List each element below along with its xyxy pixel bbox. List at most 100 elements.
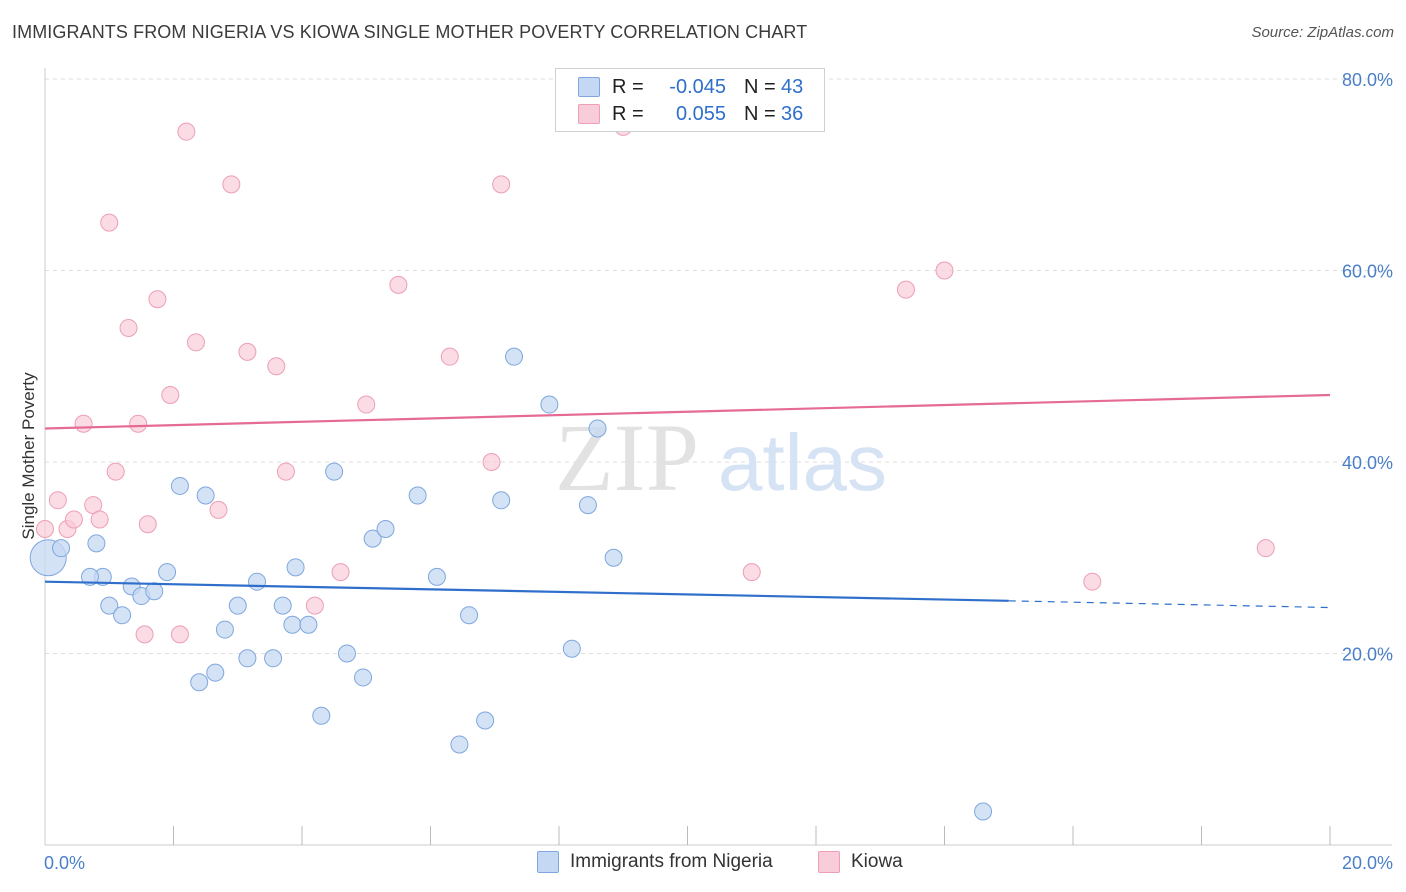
legend-n-value: 43 — [781, 75, 804, 98]
axes — [44, 68, 1392, 846]
nigeria-point — [228, 596, 247, 615]
nigeria-point — [312, 706, 331, 725]
nigeria-point — [87, 534, 106, 553]
legend-r-value: 0.055 — [675, 102, 726, 125]
legend-swatch-nigeria — [537, 851, 559, 873]
legend-n-label: N = — [744, 75, 776, 98]
legend-r-label: R = — [612, 102, 644, 125]
nigeria-point — [80, 567, 99, 586]
kiowa-point — [492, 175, 511, 194]
nigeria-point — [238, 649, 257, 668]
legend-item-nigeria[interactable]: Immigrants from Nigeria — [537, 851, 773, 873]
nigeria-point — [562, 639, 581, 658]
kiowa-point — [100, 213, 119, 232]
kiowa-point — [161, 385, 180, 404]
kiowa-point — [138, 515, 157, 534]
legend-swatch-kiowa — [818, 851, 840, 873]
nigeria-trend-extension — [1008, 600, 1331, 609]
legend-item-kiowa[interactable]: Kiowa — [818, 851, 903, 873]
kiowa-point — [1083, 572, 1102, 591]
kiowa-point — [106, 462, 125, 481]
kiowa-point — [209, 500, 228, 519]
legend-label-nigeria: Immigrants from Nigeria — [570, 851, 773, 872]
kiowa-point — [119, 318, 138, 337]
nigeria-point — [248, 572, 267, 591]
nigeria-point — [337, 644, 356, 663]
x-tick-label: 20.0% — [1342, 853, 1393, 873]
nigeria-trend-line — [44, 580, 1009, 602]
nigeria-point — [52, 539, 71, 558]
legend-r-label: R = — [612, 75, 644, 98]
legend-label-kiowa: Kiowa — [851, 851, 903, 872]
nigeria-point — [264, 649, 283, 668]
nigeria-point — [325, 462, 344, 481]
legend-n-value: 36 — [781, 102, 804, 125]
kiowa-point — [186, 333, 205, 352]
nigeria-point — [273, 596, 292, 615]
kiowa-point — [148, 290, 167, 309]
nigeria-point — [215, 620, 234, 639]
nigeria-point — [100, 596, 119, 615]
nigeria-point — [354, 668, 373, 687]
gridlines — [45, 78, 1392, 654]
nigeria-point — [145, 582, 164, 601]
nigeria-point — [113, 606, 132, 625]
nigeria-point — [196, 486, 215, 505]
nigeria-point — [363, 529, 382, 548]
kiowa-point — [170, 625, 189, 644]
nigeria-point — [170, 476, 189, 495]
nigeria-point — [158, 563, 177, 582]
kiowa-point — [135, 625, 154, 644]
nigeria-point — [450, 735, 469, 754]
nigeria-point — [578, 496, 597, 515]
kiowa-point — [64, 510, 83, 529]
series-legend: Immigrants from Nigeria Kiowa — [0, 851, 1406, 879]
legend-n-label: N = — [744, 102, 776, 125]
kiowa-point — [742, 563, 761, 582]
kiowa-point — [267, 357, 286, 376]
kiowa-point — [222, 175, 241, 194]
kiowa-point — [90, 510, 109, 529]
kiowa-point — [36, 520, 54, 539]
source-label: Source: ZipAtlas.com — [1251, 24, 1394, 41]
y-axis-label: Single Mother Poverty — [19, 372, 38, 540]
kiowa-point — [177, 122, 196, 141]
legend-swatch-nigeria — [578, 77, 600, 97]
legend-row-nigeria: R = -0.045 N = 43 — [578, 74, 803, 100]
kiowa-point — [48, 491, 67, 510]
nigeria-point — [604, 548, 623, 567]
kiowa-point — [129, 414, 148, 433]
legend-r-value: -0.045 — [669, 75, 726, 98]
nigeria-point — [505, 347, 524, 366]
kiowa-point — [896, 280, 915, 299]
nigeria-point — [283, 615, 302, 634]
kiowa-point — [482, 453, 501, 471]
y-tick-label: 40.0% — [1342, 453, 1393, 473]
watermark-zip: ZIP — [555, 404, 699, 511]
kiowa-point — [74, 414, 93, 433]
kiowa-point — [305, 596, 324, 615]
kiowa-trend-line — [44, 393, 1331, 430]
watermark-atlas: atlas — [718, 418, 887, 507]
legend-swatch-kiowa — [578, 104, 600, 124]
kiowa-point — [1256, 539, 1275, 558]
kiowa-point — [331, 563, 350, 582]
x-tick-label: 0.0% — [44, 853, 85, 873]
series-kiowa — [36, 117, 1275, 644]
nigeria-point — [376, 520, 395, 539]
kiowa-point — [935, 261, 954, 280]
kiowa-point — [389, 275, 408, 294]
nigeria-point — [286, 558, 305, 577]
nigeria-point — [408, 486, 427, 505]
nigeria-point — [427, 567, 446, 586]
y-tick-label: 80.0% — [1342, 70, 1393, 90]
legend-row-kiowa: R = 0.055 N = 36 — [578, 101, 803, 127]
nigeria-point — [974, 802, 993, 821]
nigeria-point — [492, 491, 511, 510]
tick-labels: 20.0% 40.0% 60.0% 80.0% 0.0% 20.0% — [44, 70, 1393, 873]
y-tick-label: 20.0% — [1342, 645, 1393, 665]
kiowa-point — [238, 342, 257, 361]
nigeria-point — [299, 615, 318, 634]
correlation-legend: R = -0.045 N = 43 R = 0.055 N = 36 — [555, 68, 825, 132]
